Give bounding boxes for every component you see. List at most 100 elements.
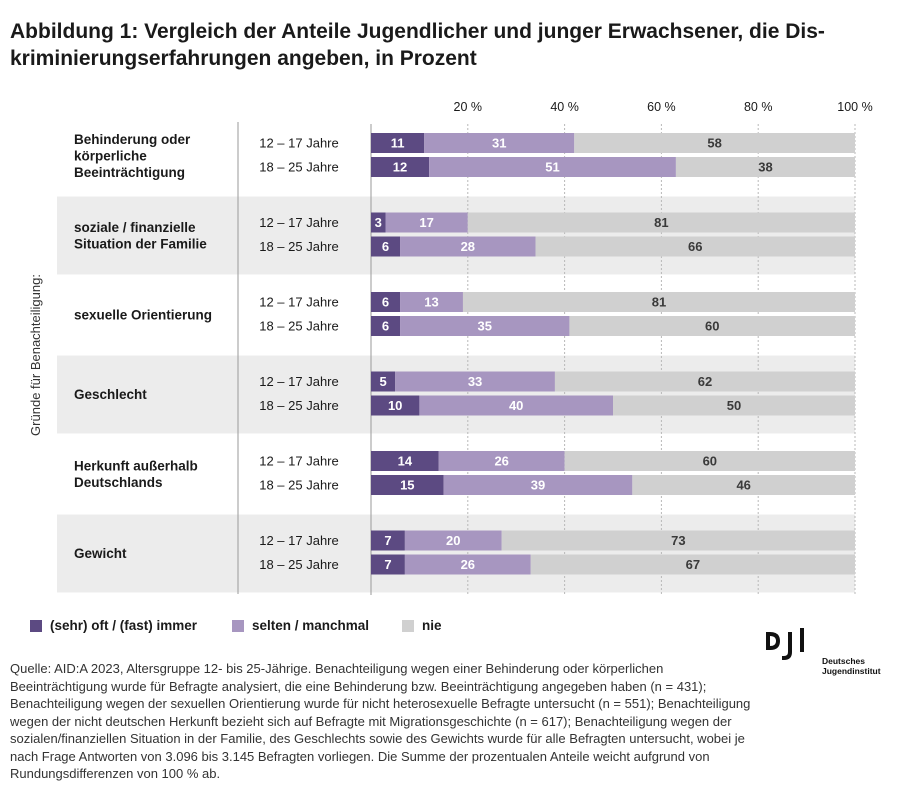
category-label: Geschlecht [74, 387, 147, 402]
stacked-bar-chart: 20 % 40 % 60 % 80 % 100 % Gründe für Benachte… [28, 100, 873, 595]
data-label-often: 7 [384, 557, 391, 572]
x-tick-label: 40 % [550, 100, 579, 114]
legend-item-rarely: selten / manchmal [232, 618, 369, 633]
logo-line-1: Deutsches [822, 656, 865, 666]
bar-segment-never [675, 157, 855, 177]
data-label-often: 11 [391, 136, 405, 151]
data-label-rarely: 20 [446, 533, 460, 548]
bar-segment-often [371, 292, 401, 312]
category-label: Behinderung oder [74, 132, 191, 147]
legend-label-rarely: selten / manchmal [252, 618, 370, 633]
category-label: Gewicht [74, 546, 127, 561]
data-label-never: 60 [705, 319, 719, 334]
bar-segment-never [530, 554, 855, 575]
bar-segment-often [371, 236, 401, 257]
data-label-often: 14 [398, 454, 413, 469]
bar-segment-never [613, 395, 855, 416]
data-label-never: 67 [686, 557, 700, 572]
bar-segment-never [535, 236, 855, 257]
chart-title-line-2: kriminierungserfahrungen angeben, in Pro… [10, 47, 477, 70]
chart-title-line-1: Abbildung 1: Vergleich der Anteile Jugen… [10, 20, 825, 43]
age-label: 12 – 17 Jahre [259, 215, 339, 230]
category-label: Herkunft außerhalb [74, 458, 198, 473]
chart-legend: (sehr) oft / (fast) immer selten / manch… [30, 618, 630, 638]
bar-segment-often [371, 133, 425, 153]
data-label-often: 5 [379, 374, 386, 389]
legend-swatch-often [30, 619, 42, 632]
data-label-often: 6 [382, 239, 389, 254]
data-label-rarely: 40 [509, 398, 523, 413]
bar-segment-rarely [429, 157, 676, 177]
bar-segment-often [371, 530, 405, 551]
chart-title: Abbildung 1: Vergleich der Anteile Jugen… [10, 18, 890, 72]
bar-segment-often [371, 554, 405, 575]
bar-segment-never [467, 212, 855, 233]
bar-segment-often [371, 316, 401, 336]
dji-logo-mark [766, 628, 804, 660]
data-label-rarely: 39 [531, 478, 545, 493]
dji-logo: Deutsches Jugendinstitut [764, 628, 884, 678]
age-label: 18 – 25 Jahre [259, 557, 339, 572]
data-label-never: 81 [652, 295, 666, 310]
data-label-never: 50 [727, 398, 741, 413]
logo-line-2: Jugendinstitut [822, 666, 881, 676]
data-label-never: 81 [654, 215, 668, 230]
category-label: körperliche [74, 149, 147, 164]
bar-segment-rarely [438, 451, 565, 471]
legend-swatch-rarely [232, 619, 244, 632]
bar-segment-rarely [443, 475, 633, 495]
bar-segment-rarely [424, 133, 575, 153]
bar-segment-never [574, 133, 855, 153]
age-label: 18 – 25 Jahre [259, 239, 339, 254]
bar-segment-often [371, 451, 439, 471]
category-label: sexuelle Orientierung [74, 308, 212, 323]
bar-segment-never [569, 316, 855, 336]
data-label-rarely: 17 [419, 215, 433, 230]
age-label: 18 – 25 Jahre [259, 319, 339, 334]
category-label: soziale / finanzielle [74, 220, 196, 235]
bar-segment-rarely [400, 316, 570, 336]
group-band [57, 355, 855, 434]
group-band [57, 514, 855, 593]
x-tick-label: 80 % [744, 100, 773, 114]
age-label: 18 – 25 Jahre [259, 398, 339, 413]
bar-segment-often [371, 212, 386, 233]
age-label: 12 – 17 Jahre [259, 136, 339, 151]
bar-segment-never [501, 530, 855, 551]
data-label-rarely: 33 [468, 374, 482, 389]
bar-segment-rarely [385, 212, 468, 233]
x-tick-label: 100 % [837, 100, 872, 114]
x-tick-label: 20 % [454, 100, 483, 114]
legend-item-often: (sehr) oft / (fast) immer [30, 618, 197, 633]
data-label-rarely: 26 [494, 454, 508, 469]
dji-logo-text: Deutsches Jugendinstitut [822, 656, 881, 676]
bar-segment-never [632, 475, 855, 495]
source-note: Quelle: AID:A 2023, Altersgruppe 12- bis… [10, 661, 751, 781]
age-label: 12 – 17 Jahre [259, 295, 339, 310]
bar-segment-never [554, 371, 855, 392]
bar-segment-often [371, 475, 444, 495]
data-label-rarely: 31 [492, 136, 506, 151]
data-label-never: 60 [703, 454, 717, 469]
bar-segment-rarely [400, 236, 536, 257]
category-label: Beeinträchtigung [74, 165, 185, 180]
data-label-often: 3 [375, 215, 382, 230]
x-tick-label: 60 % [647, 100, 676, 114]
data-label-often: 15 [400, 478, 414, 493]
bar-segment-often [371, 157, 430, 177]
data-label-rarely: 35 [478, 319, 492, 334]
age-label: 12 – 17 Jahre [259, 533, 339, 548]
age-label: 18 – 25 Jahre [259, 478, 339, 493]
data-label-never: 66 [688, 239, 702, 254]
category-label: Deutschlands [74, 475, 163, 490]
data-label-never: 62 [698, 374, 712, 389]
bar-segment-rarely [400, 292, 463, 312]
data-label-often: 10 [388, 398, 402, 413]
bar-segment-never [564, 451, 855, 471]
data-label-often: 6 [382, 319, 389, 334]
data-label-never: 46 [736, 478, 750, 493]
data-label-often: 12 [393, 160, 407, 175]
bar-segment-often [371, 395, 420, 416]
bar-segment-rarely [404, 554, 531, 575]
legend-item-never: nie [402, 618, 442, 633]
